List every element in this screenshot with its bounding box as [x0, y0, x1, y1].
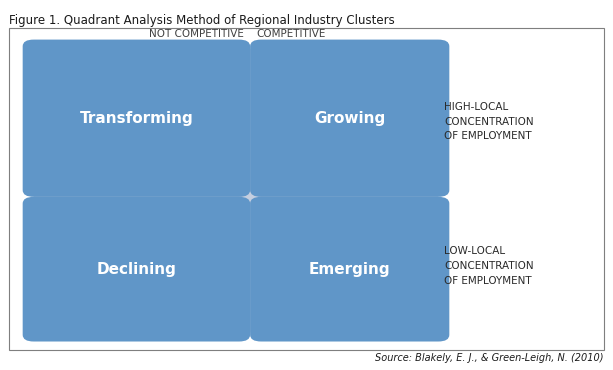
Text: Growing: Growing — [314, 111, 386, 126]
Text: NOT COMPETITIVE: NOT COMPETITIVE — [149, 29, 244, 39]
Text: HIGH-LOCAL
CONCENTRATION
OF EMPLOYMENT: HIGH-LOCAL CONCENTRATION OF EMPLOYMENT — [444, 102, 534, 141]
Text: LOW-LOCAL
CONCENTRATION
OF EMPLOYMENT: LOW-LOCAL CONCENTRATION OF EMPLOYMENT — [444, 246, 534, 286]
Text: Figure 1. Quadrant Analysis Method of Regional Industry Clusters: Figure 1. Quadrant Analysis Method of Re… — [9, 14, 395, 27]
Text: Declining: Declining — [96, 262, 177, 277]
FancyBboxPatch shape — [23, 40, 250, 197]
Text: COMPETITIVE: COMPETITIVE — [256, 29, 326, 39]
FancyBboxPatch shape — [250, 197, 449, 342]
FancyBboxPatch shape — [250, 40, 449, 197]
Bar — [9, 28, 604, 350]
Text: Emerging: Emerging — [309, 262, 390, 277]
FancyBboxPatch shape — [23, 197, 250, 342]
Text: Source: Blakely, E. J., & Green-Leigh, N. (2010): Source: Blakely, E. J., & Green-Leigh, N… — [375, 353, 604, 363]
Text: Transforming: Transforming — [80, 111, 193, 126]
